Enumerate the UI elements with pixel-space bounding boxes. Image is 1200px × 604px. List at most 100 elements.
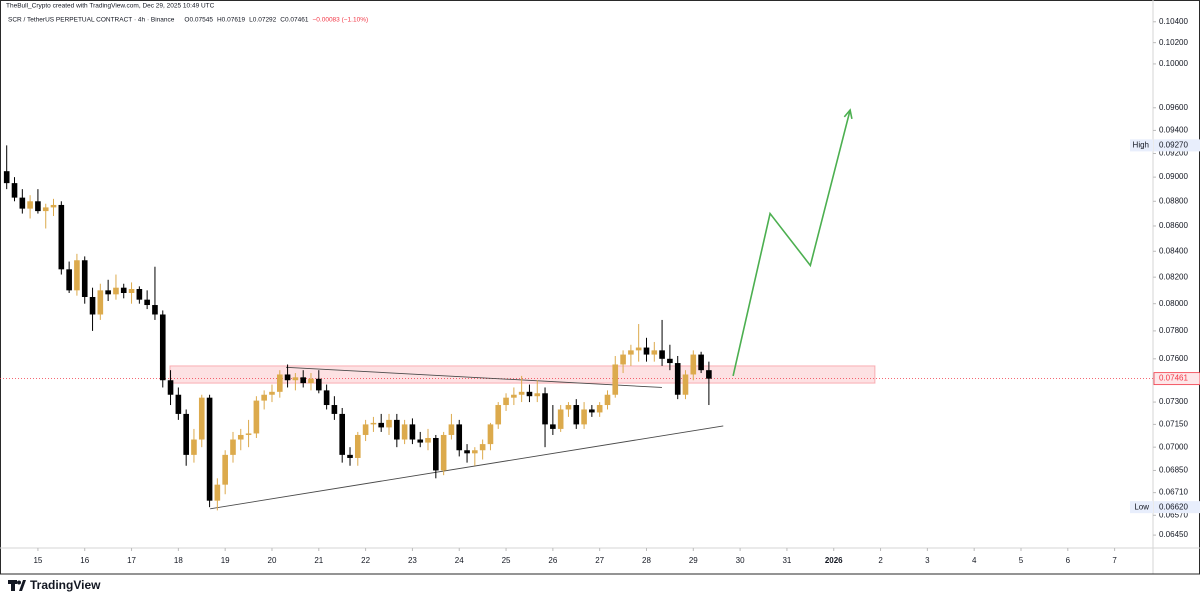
candle-body xyxy=(50,204,57,208)
candle-body xyxy=(550,424,556,429)
candle-body xyxy=(276,374,283,392)
ohlc-text: H0.07619 xyxy=(217,17,246,24)
candle-body xyxy=(261,394,267,401)
price-marker-name: Low xyxy=(1134,502,1149,511)
y-tick-label: 0.06570 xyxy=(1159,510,1188,519)
candle-body xyxy=(433,437,439,471)
candle-body xyxy=(27,201,33,209)
candle-body xyxy=(214,484,221,501)
x-tick-label: 19 xyxy=(221,556,230,565)
ohlc-text: O0.07545 xyxy=(184,17,213,24)
last-price-label: 0.07461 xyxy=(1159,374,1188,383)
y-tick-label: 0.07150 xyxy=(1159,419,1188,428)
price-marker-box xyxy=(1154,501,1200,514)
candle-body xyxy=(456,424,463,451)
candle-body xyxy=(635,347,642,351)
candle-body xyxy=(565,405,572,410)
candle-body xyxy=(35,201,41,212)
x-tick-label: 5 xyxy=(1019,556,1024,565)
candle-body xyxy=(690,354,697,375)
candle-body xyxy=(628,350,634,355)
candle-body xyxy=(105,290,111,295)
x-tick-label: 16 xyxy=(80,556,89,565)
logo-dot xyxy=(17,580,21,585)
candle-body xyxy=(667,358,673,364)
y-tick-label: 0.10400 xyxy=(1159,17,1188,26)
y-tick-label: 0.07000 xyxy=(1159,442,1188,451)
y-tick-label: 0.10000 xyxy=(1159,59,1188,68)
candle-body xyxy=(128,289,135,294)
y-tick-label: 0.08200 xyxy=(1159,272,1188,281)
logo-slash xyxy=(19,580,26,591)
price-marker-name: High xyxy=(1133,140,1149,149)
candle-body xyxy=(643,347,650,355)
candle-body xyxy=(472,450,478,454)
candle-body xyxy=(674,363,681,395)
candle-body xyxy=(3,171,10,184)
candle-body xyxy=(526,391,533,397)
candle-body xyxy=(136,289,143,300)
resistance-zone xyxy=(169,365,876,384)
candle-body xyxy=(308,378,314,384)
x-tick-label: 15 xyxy=(33,556,42,565)
candle-body xyxy=(409,424,416,440)
price-marker-label: 0.09270 xyxy=(1159,140,1188,149)
candle-body xyxy=(347,454,353,458)
candle-body xyxy=(167,380,174,395)
candle-body xyxy=(198,397,205,440)
x-tick-label: 2 xyxy=(878,556,883,565)
candle-body xyxy=(479,444,486,451)
candle-body xyxy=(511,394,517,398)
candle-body xyxy=(120,287,127,294)
x-tick-label: 31 xyxy=(782,556,791,565)
candle-body xyxy=(542,393,548,425)
candle-body xyxy=(589,409,595,413)
y-tick-label: 0.09000 xyxy=(1159,172,1188,181)
candle-body xyxy=(487,424,494,445)
candle-body xyxy=(612,364,619,395)
trendline xyxy=(210,425,724,510)
candle-body xyxy=(11,183,18,198)
candle-body xyxy=(706,370,712,379)
candle-body xyxy=(596,405,603,413)
candle-body xyxy=(300,377,307,384)
candle-body xyxy=(175,394,182,414)
x-tick-label: 24 xyxy=(455,556,464,565)
candle-body xyxy=(89,296,96,315)
candle-body xyxy=(74,260,80,291)
candle-body xyxy=(159,314,166,381)
ohlc-text: L0.07292 xyxy=(249,17,276,24)
candle-body xyxy=(19,197,26,209)
candle-body xyxy=(682,374,689,395)
candle-body xyxy=(152,305,158,315)
candle-body xyxy=(230,439,236,455)
candle-body xyxy=(394,419,400,440)
y-tick-label: 0.09200 xyxy=(1159,149,1188,158)
y-tick-label: 0.09600 xyxy=(1159,103,1188,112)
candle-body xyxy=(315,378,322,391)
x-tick-label: 30 xyxy=(736,556,745,565)
x-tick-label: 26 xyxy=(548,556,557,565)
candle-body xyxy=(253,400,260,434)
y-tick-label: 0.10200 xyxy=(1159,38,1188,47)
y-tick-label: 0.06450 xyxy=(1159,530,1188,539)
price-marker-box xyxy=(1154,139,1200,152)
x-tick-label: 25 xyxy=(502,556,511,565)
candle-body xyxy=(97,290,104,315)
candle-body xyxy=(42,207,49,212)
candle-body xyxy=(331,405,338,414)
y-tick-label: 0.07800 xyxy=(1159,326,1188,335)
candle-body xyxy=(651,350,658,355)
y-tick-label: 0.06710 xyxy=(1159,488,1188,497)
y-tick-label: 0.07600 xyxy=(1159,354,1188,363)
candle-body xyxy=(206,397,213,501)
y-tick-label: 0.08800 xyxy=(1159,196,1188,205)
y-tick-label: 0.06850 xyxy=(1159,466,1188,475)
logo-bar xyxy=(8,580,17,584)
candle-body xyxy=(339,413,346,455)
projection-arrowhead xyxy=(843,108,853,120)
candle-body xyxy=(362,424,369,435)
ohlc-text: −0.00083 (−1.10%) xyxy=(313,17,369,24)
footer xyxy=(0,574,1200,599)
